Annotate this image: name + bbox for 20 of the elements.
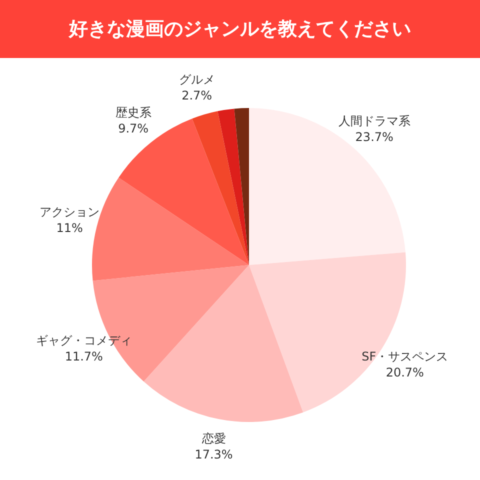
slice-label: 恋愛 (200, 432, 226, 446)
data-label: 2.7% (182, 88, 212, 103)
data-label: 11.7% (64, 349, 103, 364)
slice-label: 歴史系 (115, 106, 152, 120)
slice-label: SF・サスペンス (362, 350, 448, 364)
pie-slice (192, 111, 249, 265)
data-label: 17.3% (194, 448, 233, 462)
pie-slice (118, 118, 249, 265)
data-label: 23.7% (355, 130, 394, 144)
slice-label: ギャグ・コメディ (36, 333, 132, 348)
chart-title: 好きな漫画のジャンルを教えてください (69, 17, 411, 42)
data-label: 20.7% (386, 366, 424, 380)
data-label: 9.7% (118, 122, 149, 136)
slice-label: アクション (40, 205, 100, 220)
pie-slice (234, 108, 249, 265)
slice-label: グルメ (178, 72, 215, 87)
pie-slice (144, 265, 304, 422)
pie-slice (218, 108, 249, 265)
data-label: 11% (56, 221, 83, 236)
slice-label: 人間ドラマ系 (338, 114, 410, 128)
